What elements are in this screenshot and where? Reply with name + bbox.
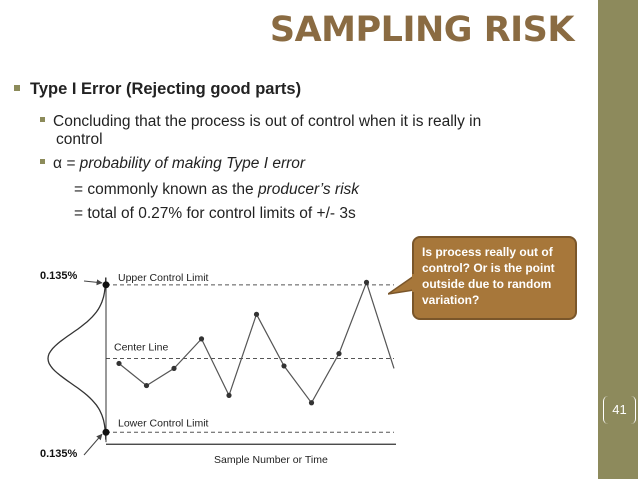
page-number: 41 bbox=[603, 396, 636, 424]
tail-marker-lower bbox=[102, 428, 110, 436]
distribution-curve bbox=[47, 277, 107, 440]
data-point bbox=[116, 360, 122, 367]
center-line-label: Center Line bbox=[114, 342, 168, 354]
control-limits-line: = total of 0.27% for control limits of +… bbox=[74, 205, 356, 222]
bullet-type-one-error: Type I Error (Rejecting good parts) bbox=[14, 80, 301, 99]
square-bullet-icon bbox=[40, 159, 45, 165]
producer-risk-line: = commonly known as the producer’s risk bbox=[74, 181, 359, 199]
square-bullet-icon bbox=[40, 117, 45, 123]
data-point bbox=[143, 382, 150, 389]
callout-pointer bbox=[388, 274, 416, 295]
tail-arrow-upper bbox=[83, 279, 103, 286]
upper-tail-label: 0.135% bbox=[40, 270, 78, 282]
data-point bbox=[226, 392, 232, 398]
bullet-text: Type I Error (Rejecting good parts) bbox=[30, 80, 302, 98]
x-axis-label: Sample Number or Time bbox=[214, 454, 328, 466]
bullet-text: Concluding that the process is out of co… bbox=[53, 113, 482, 130]
data-point bbox=[308, 400, 315, 406]
alpha-definition: = probability of making Type I error bbox=[61, 155, 306, 172]
callout-box: Is process really out of control? Or is … bbox=[412, 236, 577, 320]
ucl-label: Upper Control Limit bbox=[118, 272, 209, 284]
slide-title: SAMPLING RISK bbox=[269, 10, 575, 50]
bullet-alpha: α = probability of making Type I error bbox=[40, 155, 305, 173]
data-point bbox=[171, 365, 177, 371]
tail-arrow-lower bbox=[83, 433, 103, 456]
data-point bbox=[363, 279, 370, 285]
square-bullet-icon bbox=[14, 84, 20, 91]
producer-risk-prefix: = commonly known as the bbox=[74, 181, 258, 198]
data-point bbox=[198, 336, 205, 342]
bullet-concluding: Concluding that the process is out of co… bbox=[40, 113, 481, 131]
data-point bbox=[281, 363, 287, 369]
data-point bbox=[253, 311, 260, 317]
bullet-concluding-continued: control bbox=[56, 131, 103, 148]
tail-marker-upper bbox=[102, 281, 110, 289]
producer-risk-term: producer’s risk bbox=[257, 181, 360, 198]
control-chart: 0.135% 0.135% Upper Control Limit Center… bbox=[40, 270, 396, 466]
data-point bbox=[336, 351, 342, 357]
lower-tail-label: 0.135% bbox=[40, 448, 78, 460]
alpha-symbol: α bbox=[53, 155, 62, 172]
lcl-label: Lower Control Limit bbox=[118, 417, 209, 429]
